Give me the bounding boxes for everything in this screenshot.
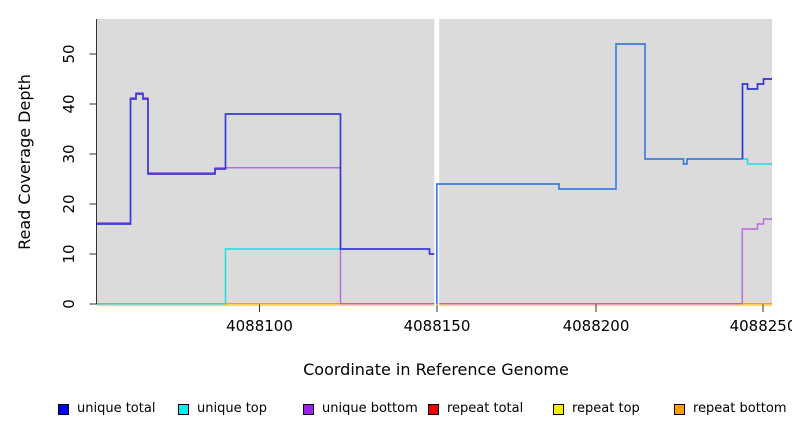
y-tick-label: 0 xyxy=(60,299,78,309)
legend-swatch-repeat-total xyxy=(428,403,439,415)
x-axis-title: Coordinate in Reference Genome xyxy=(303,360,569,379)
unique-top-line-right xyxy=(742,158,772,165)
legend-swatch-unique-bottom xyxy=(303,403,314,415)
legend-item-unique-total: unique total xyxy=(58,401,155,417)
legend-label: repeat total xyxy=(447,401,524,416)
y-tick-label: 50 xyxy=(60,44,78,63)
unique-total-line-left xyxy=(97,93,435,255)
legend-item-repeat-top: repeat top xyxy=(553,401,640,417)
legend-swatch-unique-top xyxy=(178,403,189,415)
unique-total-line-right xyxy=(741,78,772,159)
plot-panel-right xyxy=(439,19,772,305)
y-tick-label: 40 xyxy=(60,94,78,113)
unique-bottom-line-right xyxy=(741,218,772,304)
x-tick-label: 4088250 xyxy=(730,317,792,335)
x-tick-label: 4088200 xyxy=(563,317,630,335)
legend-label: unique total xyxy=(77,401,156,416)
legend-swatch-repeat-top xyxy=(553,403,564,415)
y-axis-title: Read Coverage Depth xyxy=(15,74,34,250)
y-tick-label: 20 xyxy=(60,194,78,213)
legend-label: repeat top xyxy=(572,401,640,416)
legend-label: unique top xyxy=(197,401,268,416)
legend-label: unique bottom xyxy=(322,401,418,416)
y-tick-label: 10 xyxy=(60,244,78,263)
x-tick-label: 4088150 xyxy=(404,317,471,335)
legend-item-repeat-total: repeat total xyxy=(428,401,523,417)
y-tick-label: 30 xyxy=(60,144,78,163)
plot-panels xyxy=(97,19,772,305)
legend-item-unique-top: unique top xyxy=(178,401,267,417)
legend-swatch-repeat-bottom xyxy=(674,403,685,415)
legend-label: repeat bottom xyxy=(693,401,787,416)
unique-total-line-mid xyxy=(435,43,743,304)
coverage-lines xyxy=(97,43,772,307)
axes: 0 10 20 30 40 50 4088100 4088150 4088200 4088250 xyxy=(60,19,792,335)
legend-item-repeat-bottom: repeat bottom xyxy=(674,401,787,417)
x-tick-label: 4088100 xyxy=(226,317,293,335)
legend-item-unique-bottom: unique bottom xyxy=(303,401,418,417)
plot-panel-left xyxy=(97,19,435,305)
legend-swatch-unique-total xyxy=(58,403,69,415)
